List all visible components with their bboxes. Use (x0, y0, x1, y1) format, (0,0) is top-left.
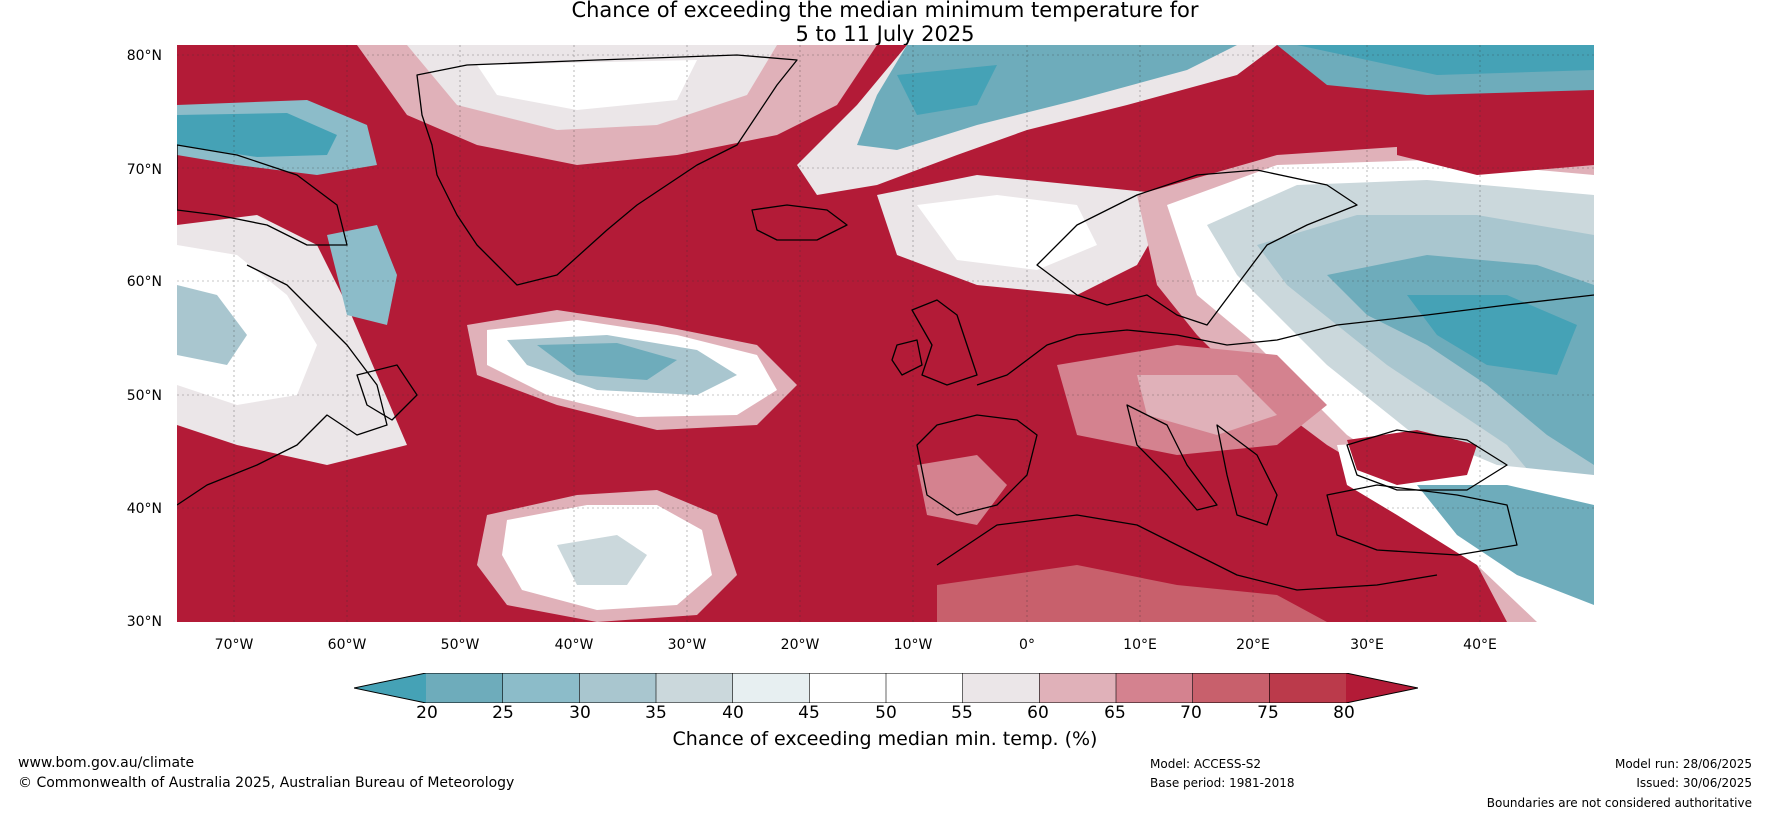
lon-label-20e: 20°E (1236, 637, 1270, 653)
lat-label-30n: 30°N (126, 614, 162, 630)
colorbar-extend-low (354, 673, 426, 703)
colorbar-tick: 50 (875, 703, 897, 723)
lon-label-40w: 40°W (554, 637, 594, 653)
colorbar (354, 673, 1418, 703)
colorbar-segment (886, 673, 964, 703)
colorbar-tick: 75 (1257, 703, 1279, 723)
map-title: Chance of exceeding the median minimum t… (0, 0, 1770, 46)
colorbar-segment (1116, 673, 1194, 703)
lon-label-10e: 10°E (1123, 637, 1157, 653)
colorbar-segment (426, 673, 504, 703)
map-canvas (177, 45, 1594, 622)
colorbar-segment (1269, 673, 1347, 703)
colorbar-segment (1039, 673, 1117, 703)
forecast-map (177, 45, 1594, 622)
title-line-1: Chance of exceeding the median minimum t… (571, 0, 1199, 22)
colorbar-segment (732, 673, 810, 703)
issued-text: Issued: 30/06/2025 (1636, 776, 1752, 790)
lon-label-60w: 60°W (327, 637, 367, 653)
colorbar-segment (962, 673, 1040, 703)
base-period-text: Base period: 1981-2018 (1150, 776, 1295, 790)
lon-label-70w: 70°W (214, 637, 254, 653)
website-link[interactable]: www.bom.gov.au/climate (18, 755, 195, 771)
colorbar-tick: 30 (569, 703, 591, 723)
colorbar-segment (502, 673, 580, 703)
colorbar-label: Chance of exceeding median min. temp. (%… (672, 728, 1098, 750)
colorbar-segment (656, 673, 734, 703)
colorbar-tick: 55 (951, 703, 973, 723)
colorbar-segment (1192, 673, 1270, 703)
lon-label-10w: 10°W (893, 637, 933, 653)
lon-label-20w: 20°W (780, 637, 820, 653)
disclaimer-text: Boundaries are not considered authoritat… (1486, 796, 1752, 810)
lat-label-70n: 70°N (126, 162, 162, 178)
colorbar-tick: 35 (645, 703, 667, 723)
lon-label-50w: 50°W (440, 637, 480, 653)
lon-label-40e: 40°E (1463, 637, 1497, 653)
lat-label-80n: 80°N (126, 48, 162, 64)
colorbar-tick: 20 (416, 703, 438, 723)
colorbar-segment (809, 673, 887, 703)
colorbar-tick: 80 (1333, 703, 1355, 723)
colorbar-tick: 65 (1104, 703, 1126, 723)
colorbar-tick: 60 (1027, 703, 1049, 723)
model-run-text: Model run: 28/06/2025 (1614, 757, 1752, 771)
colorbar-tick: 40 (722, 703, 744, 723)
colorbar-extend-high (1346, 673, 1418, 703)
colorbar-segment (579, 673, 657, 703)
lat-label-60n: 60°N (126, 274, 162, 290)
colorbar-tick: 70 (1180, 703, 1202, 723)
lon-label-0: 0° (1019, 637, 1035, 653)
colorbar-tick: 45 (798, 703, 820, 723)
lat-label-40n: 40°N (126, 501, 162, 517)
lon-label-30e: 30°E (1350, 637, 1384, 653)
model-text: Model: ACCESS-S2 (1150, 757, 1262, 771)
colorbar-tick: 25 (492, 703, 514, 723)
title-line-2: 5 to 11 July 2025 (795, 22, 975, 46)
lat-label-50n: 50°N (126, 388, 162, 404)
lon-label-30w: 30°W (667, 637, 707, 653)
copyright-text: © Commonwealth of Australia 2025, Austra… (18, 775, 515, 791)
